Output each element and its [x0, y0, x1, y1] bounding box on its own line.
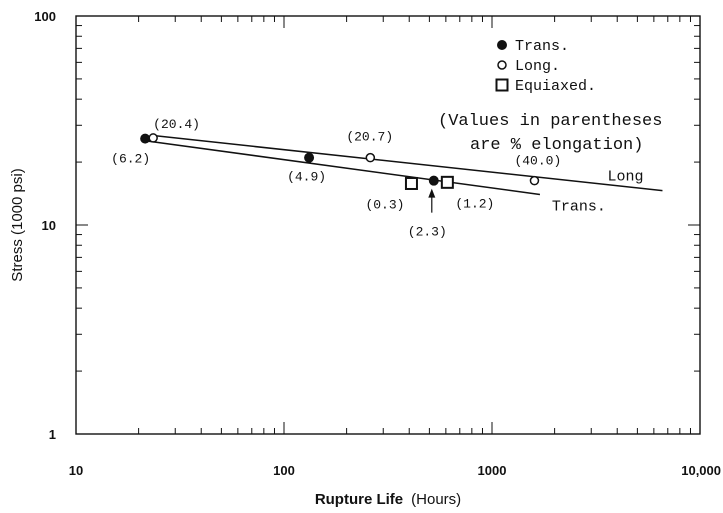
fit-line: [145, 140, 541, 196]
data-point-labels: (6.2) (4.9) (2.3) (20.4) (20.7) (40.0) (0.3) (1…: [111, 117, 561, 240]
point-trans: [140, 133, 151, 144]
fit-line-label-long: Long: [607, 169, 643, 186]
data-label: (20.7): [346, 130, 393, 145]
data-label: (6.2): [111, 152, 150, 167]
x-axis-title: Rupture Life (Hours): [315, 491, 461, 508]
data-label: (40.0): [514, 154, 561, 169]
plot-frame: [75, 15, 701, 435]
y-tick-label: 100: [34, 9, 56, 24]
y-axis-ticks: [76, 15, 700, 435]
legend-label: Equiaxed.: [515, 78, 596, 95]
x-axis-title-main: Rupture Life: [315, 491, 403, 508]
data-points: [140, 133, 540, 190]
arrow-head: [428, 188, 436, 198]
legend-label: Trans.: [515, 38, 569, 55]
x-tick-label: 100: [273, 463, 295, 478]
data-label: (1.2): [455, 196, 494, 211]
x-tick-label: 10,000: [681, 463, 721, 478]
point-equiaxed: [440, 175, 454, 189]
fit-line: [153, 134, 663, 192]
data-label: (20.4): [153, 117, 200, 132]
x-tick-label: 10: [69, 463, 83, 478]
point-long: [365, 152, 376, 163]
fit-lines: [145, 134, 663, 196]
point-trans: [497, 40, 507, 50]
point-long: [148, 133, 158, 143]
y-tick-label: 10: [42, 218, 56, 233]
point-long: [529, 175, 540, 186]
annotation-note-line2: are % elongation): [470, 136, 643, 155]
annotation-note-line1: (Values in parentheses: [438, 112, 662, 131]
legend: Trans. Long. Equiaxed.: [495, 38, 596, 95]
data-label: (2.3): [408, 225, 447, 240]
point-equiaxed: [404, 176, 418, 190]
point-long: [497, 60, 507, 70]
data-label: (4.9): [287, 170, 326, 185]
x-tick-label: 1000: [478, 463, 507, 478]
y-tick-label: 1: [49, 427, 56, 442]
point-trans: [304, 152, 315, 163]
legend-label: Long.: [515, 58, 560, 75]
y-axis-tick-labels: 1 10 100: [34, 9, 56, 442]
x-axis-ticks: [75, 16, 701, 434]
fit-line-label-trans: Trans.: [552, 198, 606, 215]
point-trans: [428, 175, 439, 186]
x-axis-tick-labels: 10 100 1000 10,000: [69, 463, 721, 478]
data-label: (0.3): [365, 197, 404, 212]
point-equiaxed: [495, 78, 509, 92]
x-axis-title-unit: (Hours): [411, 491, 461, 508]
y-axis-title: Stress (1000 psi): [9, 168, 26, 281]
